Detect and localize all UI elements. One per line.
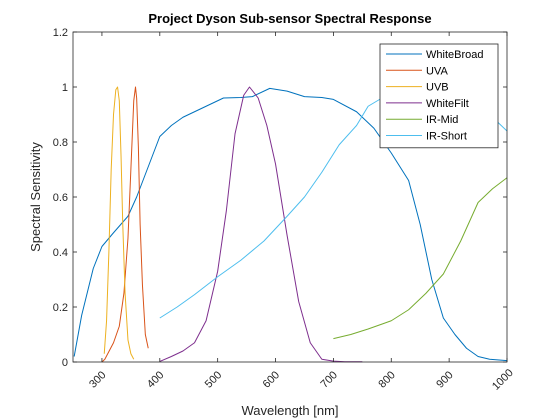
series-line-uvb	[103, 86, 135, 360]
y-tick-label: 0.8	[53, 137, 68, 149]
legend-box	[379, 43, 499, 149]
series-line-whitefilt	[159, 86, 363, 363]
legend-label: WhiteBroad	[426, 49, 483, 61]
legend-label: IR-Mid	[426, 114, 458, 126]
chart-title: Project Dyson Sub-sensor Spectral Respon…	[148, 11, 431, 26]
y-tick-label: 0.4	[53, 247, 68, 259]
legend-label: UVB	[426, 82, 449, 94]
y-axis-title: Spectral Sensitivity	[28, 142, 43, 252]
legend-label: IR-Short	[426, 131, 467, 143]
y-tick-label: 1.2	[53, 27, 68, 39]
y-tick-label: 0.6	[53, 192, 68, 204]
legend: WhiteBroad UVA UVB WhiteFilt IR-Mid IR-Short	[379, 43, 499, 149]
x-axis-title: Wavelength [nm]	[241, 403, 338, 418]
y-tick-label: 0.2	[53, 302, 68, 314]
y-tick-label: 0	[62, 357, 68, 369]
y-tick-label: 1	[62, 82, 68, 94]
legend-label: WhiteFilt	[426, 98, 469, 110]
series-line-uva	[101, 86, 149, 363]
series-line-ir-mid	[333, 177, 508, 340]
legend-label: UVA	[426, 65, 448, 77]
